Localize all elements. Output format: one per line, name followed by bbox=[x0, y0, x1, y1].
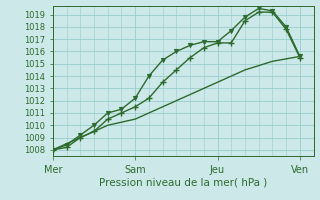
X-axis label: Pression niveau de la mer( hPa ): Pression niveau de la mer( hPa ) bbox=[99, 178, 267, 188]
